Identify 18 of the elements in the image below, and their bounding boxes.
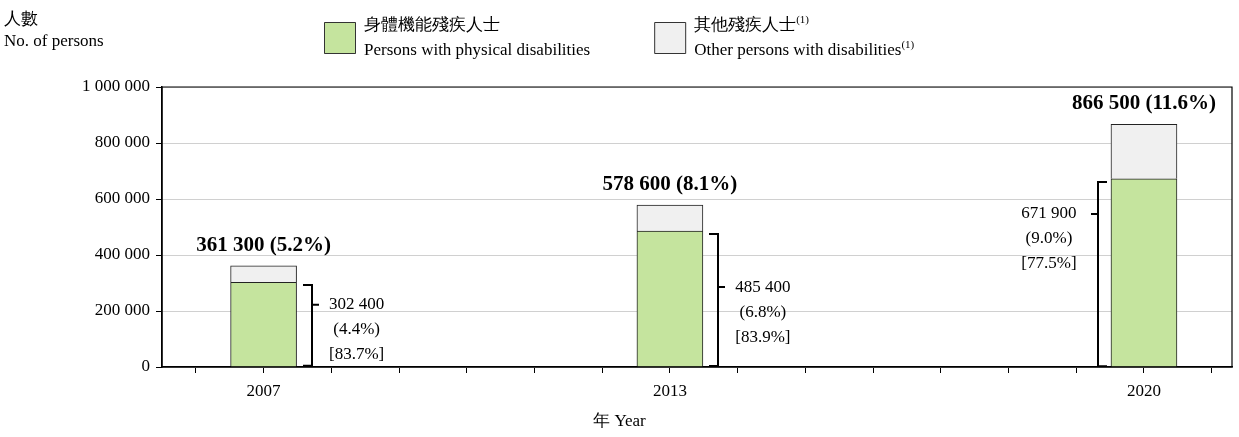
y-axis-title: 人數 No. of persons (4, 8, 104, 52)
legend-label: 身體機能殘疾人士 Persons with physical disabilities (364, 15, 591, 60)
total-label: 578 600 (8.1%) (602, 170, 738, 195)
y-tick-label: 600 000 (94, 188, 150, 208)
y-tick-label: 200 000 (94, 300, 150, 320)
y-tick-label: 800 000 (94, 132, 150, 152)
x-tick-label: 2020 (1126, 380, 1161, 400)
x-tick-label: 2013 (652, 380, 687, 400)
annotation: 302 400 (4.4%) [83.7%] (328, 294, 385, 364)
x-tick-label: 2007 (246, 380, 282, 400)
x-axis-title: 年 Year (592, 410, 647, 432)
y-tick-label: 1 000 000 (82, 76, 150, 96)
total-label: 866 500 (11.6%) (1071, 90, 1217, 115)
annotation: 485 400 (6.8%) [83.9%] (735, 276, 791, 346)
total-label: 361 300 (5.2%) (196, 231, 331, 256)
annotation: 671 900 (9.0%) [77.5%] (1021, 203, 1077, 273)
y-tick-label: 0 (141, 356, 150, 376)
y-tick-label: 400 000 (94, 244, 150, 264)
